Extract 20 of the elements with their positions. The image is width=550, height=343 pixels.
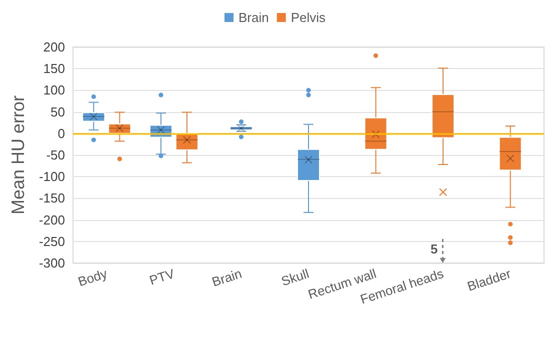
y-tick-label: 0 bbox=[58, 126, 65, 141]
x-tick-label: Body bbox=[76, 266, 110, 290]
y-tick-label: -100 bbox=[38, 169, 65, 184]
y-tick-label: -200 bbox=[38, 212, 65, 228]
annotation: 5 bbox=[430, 242, 438, 256]
y-tick-label: 200 bbox=[43, 40, 65, 54]
y-tick-label: -250 bbox=[38, 234, 65, 249]
y-axis-title: Mean HU error bbox=[8, 95, 28, 215]
x-tick-label: Skull bbox=[279, 266, 311, 289]
y-tick-label: -50 bbox=[46, 148, 65, 162]
y-tick-label: 100 bbox=[43, 82, 65, 98]
y-tick-label: -150 bbox=[38, 190, 65, 206]
x-tick-label: PTV bbox=[148, 266, 177, 288]
y-tick-label: 50 bbox=[50, 104, 65, 120]
legend-label: Pelvis bbox=[290, 10, 326, 25]
x-tick-label: Bladder bbox=[465, 266, 514, 294]
legend-label: Brain bbox=[238, 10, 269, 25]
x-tick-label: Brain bbox=[210, 266, 244, 290]
y-tick-label: 150 bbox=[43, 61, 65, 76]
y-tick-label: -300 bbox=[38, 256, 65, 270]
